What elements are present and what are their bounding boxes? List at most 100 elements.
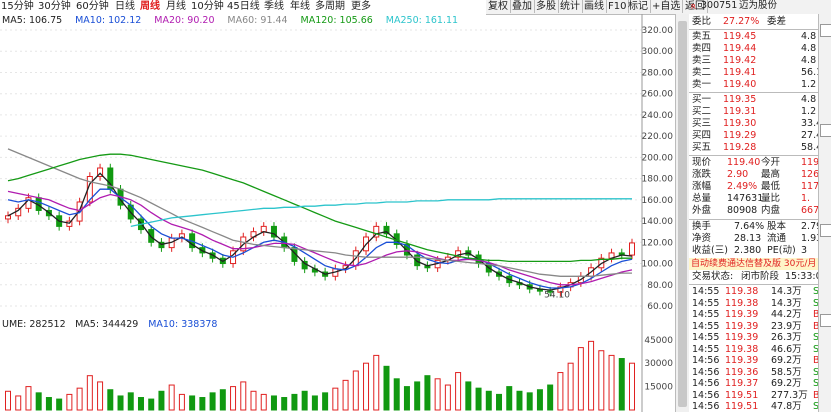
restore-rights-button[interactable]: 复权: [486, 0, 511, 13]
candle-body: [557, 286, 564, 293]
volume-bar: [107, 389, 114, 411]
low-price-annotation: 54.10: [544, 291, 570, 301]
volume-bar: [148, 398, 155, 411]
period-daily[interactable]: 日线: [115, 1, 135, 12]
volume-tick-label: 45000: [644, 336, 673, 346]
overlay-button[interactable]: 叠加: [510, 0, 535, 13]
candle-body: [97, 167, 104, 177]
candle-body: [403, 243, 410, 256]
chart-toolbar: 复权 叠加 多股 统计 画线 F10 标记 +自选 返回: [486, 0, 831, 15]
volume-bar: [475, 387, 482, 411]
candle-body: [547, 290, 554, 293]
volume-bar: [230, 386, 237, 411]
volume-bar: [363, 362, 370, 411]
volume-bar: [465, 381, 472, 411]
multi-stock-button[interactable]: 多股: [534, 0, 559, 13]
promo-banner[interactable]: 自动续费通达信替及版 30元/月: [689, 258, 831, 270]
period-15min[interactable]: 15分钟: [1, 1, 34, 12]
price-tick-label: 200.00: [642, 153, 674, 163]
side-tab-3[interactable]: [820, 224, 831, 237]
volume-bar: [301, 390, 308, 411]
volume-bar: [526, 392, 533, 411]
ma-line-ma60: [7, 148, 632, 277]
period-10min[interactable]: 10分钟: [191, 1, 224, 12]
volume-bar: [455, 372, 462, 411]
volume-bar: [15, 395, 22, 411]
period-weekly[interactable]: 周线: [140, 1, 160, 12]
price-tick-label: 180.00: [642, 175, 674, 185]
volume-bar: [434, 378, 441, 411]
volume-bar: [209, 392, 216, 411]
stat-row: 涨跌 2.90 最高 126.: [692, 169, 823, 180]
volume-bar: [577, 347, 584, 411]
ma-line-ma10: [7, 188, 633, 289]
volume-bar: [342, 379, 349, 411]
price-grid: [0, 29, 642, 307]
volume-bar: [35, 392, 42, 411]
back-button[interactable]: 返回: [683, 0, 708, 13]
volume-bar: [322, 392, 329, 411]
period-more[interactable]: 更多: [351, 1, 371, 12]
volume-bar: [158, 390, 165, 411]
period-monthly[interactable]: 月线: [166, 1, 186, 12]
volume-legend-item: UME: 282512: [2, 319, 66, 330]
volume-bar: [168, 384, 175, 411]
volume-bar: [311, 395, 318, 411]
volume-bar: [137, 397, 144, 411]
bid-row: 买四 119.29 27.4: [692, 130, 823, 141]
volume-bar: [496, 393, 503, 411]
price-axis: 320.00 300.00 280.00 260.00 240.00 220.00 200.…: [641, 14, 674, 320]
volume-chart[interactable]: UME: 282512 MA5: 344429 MA10: 338378 45000…: [0, 318, 675, 412]
statistics-button[interactable]: 统计: [558, 0, 583, 13]
quote-panel: R 300751 迈为股份 委比 27.27% 委差 卖五 119.45 4.8 卖四…: [689, 0, 831, 412]
weibi-row: 委比 27.27% 委差: [692, 16, 787, 27]
volume-bar: [25, 386, 32, 411]
period-multi[interactable]: 多周期: [315, 1, 345, 12]
side-tab-1[interactable]: [820, 24, 831, 37]
period-year[interactable]: 年线: [290, 1, 310, 12]
price-tick-label: 160.00: [642, 196, 674, 206]
period-quarter[interactable]: 季线: [264, 1, 284, 12]
tick-row: 14:55 119.39 44.2万 B: [692, 309, 820, 320]
candle-body: [629, 242, 635, 256]
volume-bar: [393, 378, 400, 411]
period-30min[interactable]: 30分钟: [38, 1, 71, 12]
volume-bar: [485, 390, 492, 411]
candle-body: [291, 247, 298, 262]
period-45day[interactable]: 45日线: [227, 1, 260, 12]
tick-row: 14:56 119.37 69.2万 S: [692, 378, 820, 389]
volume-bar: [444, 384, 451, 411]
price-tick-label: 120.00: [642, 238, 674, 248]
stat-row: 外盘 80908 内盘 667: [692, 205, 820, 216]
draw-line-button[interactable]: 画线: [582, 0, 607, 13]
side-tab-2[interactable]: [820, 124, 831, 137]
side-tab-4[interactable]: [820, 314, 831, 327]
volume-bar: [373, 354, 380, 411]
volume-bar: [127, 392, 134, 411]
mark-button[interactable]: 标记: [626, 0, 651, 13]
candle-body: [373, 225, 380, 238]
volume-bar: [506, 386, 513, 411]
volume-bar: [567, 362, 574, 411]
volume-bar: [199, 397, 206, 411]
tick-row: 14:56 119.39 69.2万 B: [692, 355, 820, 366]
price-tick-label: 140.00: [642, 217, 674, 227]
period-60min[interactable]: 60分钟: [76, 1, 109, 12]
stock-code: 300751: [701, 0, 738, 11]
add-watchlist-button[interactable]: +自选: [650, 0, 684, 13]
price-chart[interactable]: MA5: 106.75 MA10: 102.12 MA20: 90.20 MA60: …: [0, 14, 675, 320]
scroll-thumb[interactable]: [678, 21, 687, 407]
volume-tick-label: 15000: [644, 383, 673, 393]
volume-bar: [260, 393, 267, 411]
price-tick-label: 100.00: [642, 260, 674, 270]
chart-scrollbar[interactable]: [675, 14, 690, 412]
stat2-row: 换手 7.64% 股本 2.79: [692, 221, 823, 232]
volume-bar: [189, 395, 196, 411]
candle-body: [270, 225, 277, 238]
f10-button[interactable]: F10: [606, 0, 630, 13]
volume-bar: [352, 370, 359, 411]
ma-legend-ma20: MA20: 90.20: [154, 15, 214, 26]
volume-bar: [45, 397, 52, 411]
volume-legend-item: MA5: 344429: [75, 319, 138, 330]
volume-bar: [598, 350, 605, 411]
